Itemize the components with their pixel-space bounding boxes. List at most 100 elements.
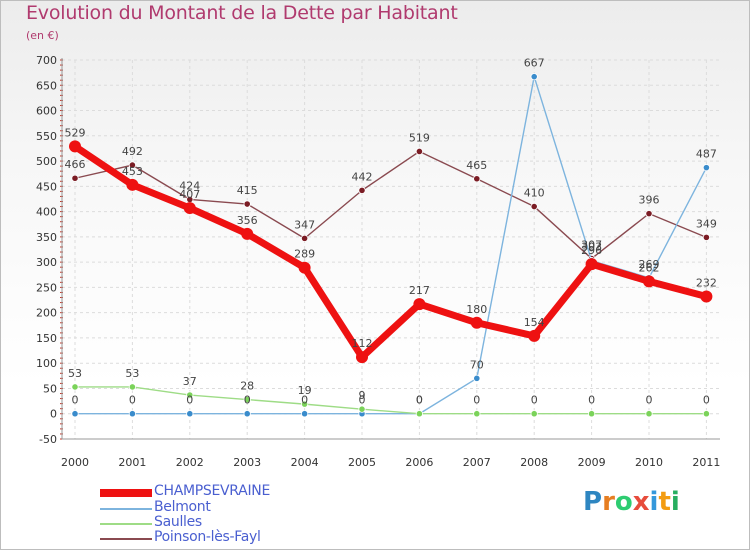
series-layer <box>69 73 713 418</box>
data-label-saulles: 19 <box>298 384 312 397</box>
y-tick-label: 550 <box>36 130 57 143</box>
grid-lines <box>62 59 720 440</box>
data-label-saulles: 9 <box>359 389 366 402</box>
data-label-saulles: 0 <box>473 394 480 407</box>
data-label-champsevraine: 529 <box>65 126 86 139</box>
data-labels-layer: 466 492 424 415 347 442 519 465 410 307 396 349 0 0 0 0… <box>65 57 717 407</box>
data-label-belmont: 70 <box>470 358 484 371</box>
x-tick-label: 2007 <box>463 456 491 469</box>
data-point-poinson-l-s-fayl <box>473 175 481 183</box>
data-label-saulles: 53 <box>68 367 82 380</box>
x-tick-label: 2010 <box>635 456 663 469</box>
data-label-poinson-l-s-fayl: 349 <box>696 217 717 230</box>
data-point-poinson-l-s-fayl <box>128 161 136 169</box>
legend-swatch-belmont <box>100 508 152 510</box>
data-label-belmont: 0 <box>244 394 251 407</box>
data-point-champsevraine <box>126 178 139 191</box>
data-label-poinson-l-s-fayl: 465 <box>466 159 487 172</box>
data-label-poinson-l-s-fayl: 492 <box>122 145 143 158</box>
data-point-saulles <box>300 400 309 408</box>
data-point-poinson-l-s-fayl <box>243 200 251 208</box>
y-tick-label: 450 <box>36 180 57 193</box>
data-label-champsevraine: 296 <box>581 244 602 257</box>
data-point-poinson-l-s-fayl <box>645 210 653 218</box>
data-label-belmont: 0 <box>186 394 193 407</box>
data-label-saulles: 28 <box>240 380 254 393</box>
data-label-belmont: 0 <box>359 394 366 407</box>
data-label-saulles: 0 <box>646 394 653 407</box>
x-tick-label: 2000 <box>61 456 89 469</box>
x-tick-label: 2005 <box>348 456 376 469</box>
data-point-saulles <box>243 395 251 404</box>
data-label-saulles: 0 <box>531 394 538 407</box>
y-tick-label: 150 <box>36 332 57 345</box>
data-label-belmont: 0 <box>416 394 423 407</box>
logo-letter: x <box>632 487 650 517</box>
data-point-saulles <box>358 405 366 413</box>
y-tick-label: -50 <box>39 433 57 446</box>
data-label-champsevraine: 453 <box>122 165 143 178</box>
x-tick-label: 2009 <box>578 456 606 469</box>
legend-label-champsevraine: CHAMPSEVRAINE <box>154 483 270 499</box>
x-tick-label: 2002 <box>176 456 204 469</box>
data-label-champsevraine: 232 <box>696 276 717 289</box>
data-point-champsevraine <box>298 261 311 274</box>
data-point-saulles <box>128 383 136 391</box>
data-label-belmont: 0 <box>301 394 308 407</box>
data-label-poinson-l-s-fayl: 424 <box>179 179 200 192</box>
data-label-saulles: 0 <box>416 394 423 407</box>
data-label-belmont: 269 <box>639 258 660 271</box>
data-label-champsevraine: 407 <box>179 188 200 201</box>
y-tick-label: 650 <box>36 79 57 92</box>
y-tick-label: 200 <box>36 307 57 320</box>
proxiti-logo[interactable]: Proxiti <box>583 487 680 517</box>
data-point-saulles <box>587 410 596 418</box>
data-label-poinson-l-s-fayl: 415 <box>237 184 258 197</box>
data-label-poinson-l-s-fayl: 466 <box>65 158 86 171</box>
series-line-saulles <box>74 386 708 415</box>
series-line-belmont <box>74 75 708 415</box>
y-tick-label: 700 <box>36 54 57 67</box>
data-point-saulles <box>71 383 79 391</box>
data-point-saulles <box>473 410 481 418</box>
data-label-belmont: 303 <box>581 241 602 254</box>
data-label-belmont: 0 <box>72 394 79 407</box>
x-tick-label: 2008 <box>520 456 548 469</box>
chart-subtitle: (en €) <box>26 29 59 42</box>
y-tick-label: 350 <box>36 231 57 244</box>
data-label-saulles: 0 <box>588 394 595 407</box>
data-label-belmont: 667 <box>524 57 545 70</box>
x-tick-label: 2001 <box>118 456 146 469</box>
data-point-saulles <box>645 410 653 418</box>
data-point-champsevraine <box>356 351 368 364</box>
data-label-champsevraine: 262 <box>639 261 660 274</box>
series-line-champsevraine <box>71 142 710 361</box>
data-label-poinson-l-s-fayl: 410 <box>524 187 545 200</box>
legend-swatch-poinson-les-fayl <box>100 538 152 540</box>
logo-letter: r <box>602 487 615 517</box>
data-label-champsevraine: 112 <box>352 337 373 350</box>
logo-letter: t <box>658 487 671 517</box>
x-tick-label: 2011 <box>692 456 720 469</box>
y-tick-label: 250 <box>36 281 57 294</box>
series-line-poinson-l-s-fayl <box>74 150 708 260</box>
y-tick-label: 100 <box>36 357 57 370</box>
data-label-champsevraine: 356 <box>237 214 258 227</box>
legend-label-belmont: Belmont <box>154 499 211 515</box>
data-point-saulles <box>186 391 194 399</box>
data-point-belmont <box>530 73 538 81</box>
logo-letter: o <box>614 487 633 517</box>
y-tick-label: 600 <box>36 105 57 118</box>
data-point-champsevraine <box>528 329 541 342</box>
x-tick-label: 2006 <box>405 456 433 469</box>
data-label-champsevraine: 180 <box>466 303 487 316</box>
y-tick-label: 0 <box>50 408 57 421</box>
data-point-belmont <box>128 410 136 418</box>
logo-letter: i <box>649 487 659 517</box>
data-point-poinson-l-s-fayl <box>300 234 309 242</box>
legend-label-saulles: Saulles <box>154 514 202 530</box>
data-label-saulles: 37 <box>183 375 197 388</box>
data-point-belmont <box>71 410 79 418</box>
data-point-champsevraine <box>700 290 713 303</box>
